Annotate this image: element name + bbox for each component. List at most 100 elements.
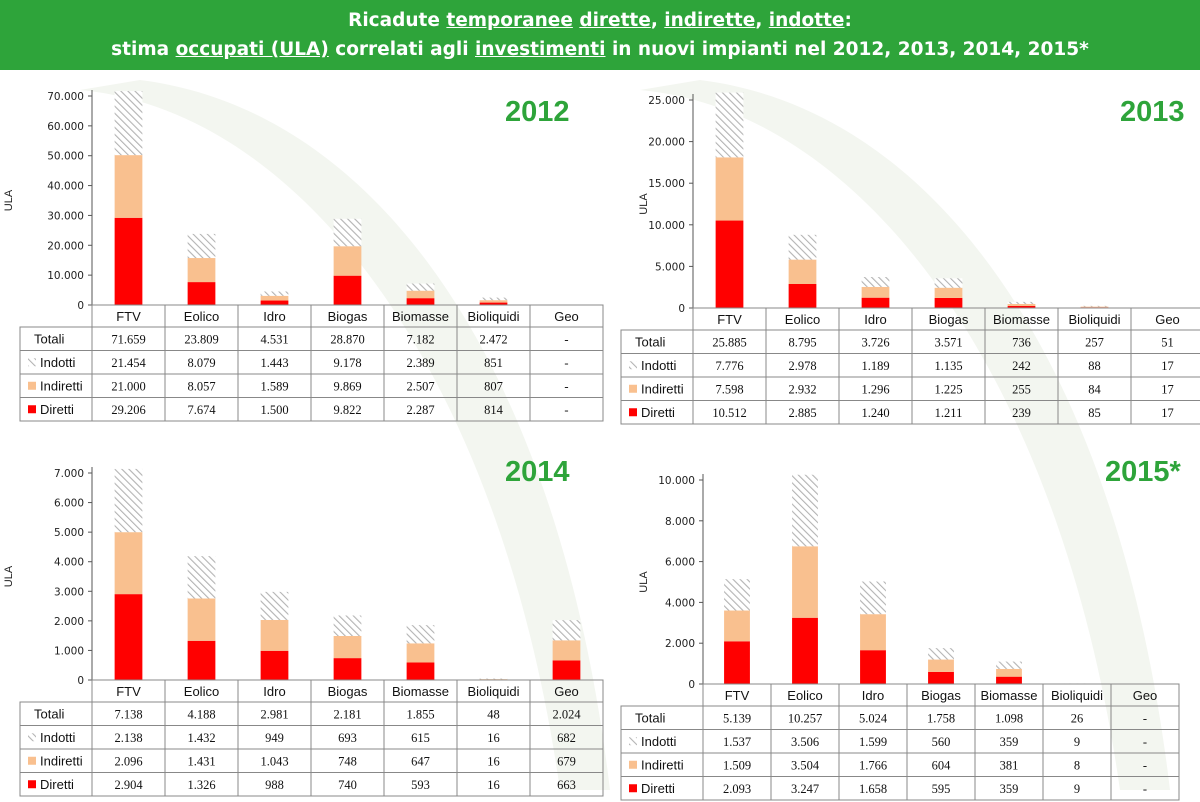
y-tick-label: 6.000 — [54, 498, 84, 510]
table-cell: 682 — [557, 731, 576, 745]
chart-title: 2015* — [1105, 456, 1181, 488]
table-cell: 3.247 — [791, 782, 819, 796]
table-cell: 7.598 — [715, 382, 743, 396]
header-text-fragment: : — [844, 10, 852, 31]
table-cell: 593 — [411, 778, 430, 792]
chart-title: 2013 — [1120, 96, 1185, 128]
bar-diretti-biomasse — [406, 662, 435, 680]
y-axis-label: ULA — [638, 193, 650, 215]
table-cell: 9.822 — [333, 403, 361, 417]
table-cell: 84 — [1088, 382, 1101, 396]
bar-diretti-biogas — [333, 275, 362, 305]
table-cell: 17 — [1161, 406, 1174, 420]
bar-diretti-eolico — [792, 617, 818, 684]
header-text-fragment: stima — [111, 39, 176, 60]
table-cell: 604 — [932, 758, 952, 772]
row-label: Totali — [635, 334, 665, 349]
bar-indotti-biogas — [333, 218, 362, 247]
y-tick-label: 7.000 — [54, 468, 84, 480]
legend-key-indotti — [28, 358, 36, 367]
header-text-fragment: correlati agli — [328, 39, 475, 60]
table-cell: 949 — [265, 731, 284, 745]
table-cell: - — [1143, 711, 1147, 725]
table-cell: 2.981 — [260, 707, 288, 721]
y-tick-label: 0 — [678, 303, 685, 315]
row-label: Indiretti — [641, 757, 684, 772]
table-cell: 8.079 — [187, 356, 215, 370]
row-label: Diretti — [641, 405, 675, 420]
bar-indiretti-biogas — [928, 659, 954, 672]
table-cell: 17 — [1161, 382, 1174, 396]
legend-key-indotti — [629, 361, 637, 370]
bar-indotti-bioliquidi — [479, 297, 508, 301]
bar-diretti-ftv — [715, 220, 744, 308]
table-cell: 1.589 — [260, 379, 288, 393]
category-label: Bioliquidi — [1051, 688, 1103, 703]
y-axis-label: ULA — [3, 189, 15, 211]
table-cell: 26 — [1071, 711, 1084, 725]
bar-indiretti-biogas — [333, 635, 362, 659]
table-cell: 359 — [1000, 735, 1019, 749]
category-label: FTV — [717, 312, 742, 327]
table-cell: 9 — [1074, 735, 1080, 749]
table-cell: 1.211 — [935, 406, 963, 420]
legend-key-indotti — [629, 737, 637, 746]
row-label: Indiretti — [641, 381, 684, 396]
table-cell: 3.726 — [861, 335, 889, 349]
table-cell: 807 — [484, 379, 503, 393]
legend-key-diretti — [629, 784, 637, 793]
table-cell: 29.206 — [111, 403, 145, 417]
bar-indiretti-eolico — [187, 258, 216, 283]
bar-indiretti-bioliquidi — [479, 679, 508, 680]
y-tick-label: 40.000 — [47, 181, 84, 193]
table-cell: 10.512 — [712, 406, 746, 420]
header-text-fragment: , — [755, 10, 769, 31]
bar-indiretti-bioliquidi — [1080, 306, 1109, 308]
table-cell: 1.326 — [187, 778, 215, 792]
category-label: Eolico — [785, 312, 820, 327]
table-cell: 3.571 — [934, 335, 962, 349]
bar-indiretti-ftv — [114, 532, 143, 595]
category-label: Biogas — [328, 309, 368, 324]
bar-indiretti-ftv — [114, 155, 143, 218]
table-cell: 88 — [1088, 359, 1101, 373]
header-text-fragment: occupati (ULA) — [175, 39, 329, 60]
bar-diretti-idro — [260, 300, 289, 305]
y-tick-label: 10.000 — [658, 475, 695, 487]
table-cell: - — [1143, 758, 1147, 772]
table-cell: 2.096 — [114, 754, 142, 768]
row-label: Indotti — [40, 730, 76, 745]
table-cell: 814 — [484, 403, 504, 417]
category-label: Idro — [263, 684, 285, 699]
category-label: Idro — [864, 312, 886, 327]
table-cell: 2.932 — [788, 382, 816, 396]
table-cell: 1.431 — [187, 754, 215, 768]
bar-indotti-bioliquidi — [479, 678, 508, 680]
bar-indiretti-biomasse — [996, 668, 1022, 677]
chart-panel-2012: 0 10.000 20.000 30.000 40.000 50.000 60.000 70.… — [0, 70, 604, 430]
bar-indotti-geo — [552, 620, 581, 641]
category-label: Biogas — [921, 688, 961, 703]
y-tick-label: 60.000 — [47, 121, 84, 133]
y-tick-label: 0 — [77, 300, 84, 312]
chart-title: 2014 — [505, 456, 570, 488]
category-label: FTV — [116, 684, 141, 699]
table-cell: 21.454 — [111, 356, 146, 370]
bar-indiretti-eolico — [187, 598, 216, 641]
row-label: Diretti — [641, 781, 675, 796]
table-cell: 988 — [265, 778, 284, 792]
table-cell: 4.188 — [187, 707, 215, 721]
legend-key-indotti — [28, 733, 36, 742]
table-cell: 2.472 — [479, 332, 507, 346]
bar-diretti-ftv — [114, 594, 143, 680]
y-tick-label: 8.000 — [665, 516, 695, 528]
header-text-fragment: in nuovi impianti nel 2012, 2013, 2014, … — [605, 39, 1089, 60]
bar-indiretti-idro — [860, 614, 886, 651]
table-cell: 8 — [1074, 758, 1080, 772]
table-cell: 1.758 — [927, 711, 955, 725]
table-cell: 48 — [487, 707, 500, 721]
table-cell: 8.057 — [187, 379, 215, 393]
bar-indiretti-ftv — [724, 610, 750, 642]
table-cell: 1.135 — [934, 359, 962, 373]
table-cell: 9 — [1074, 782, 1080, 796]
